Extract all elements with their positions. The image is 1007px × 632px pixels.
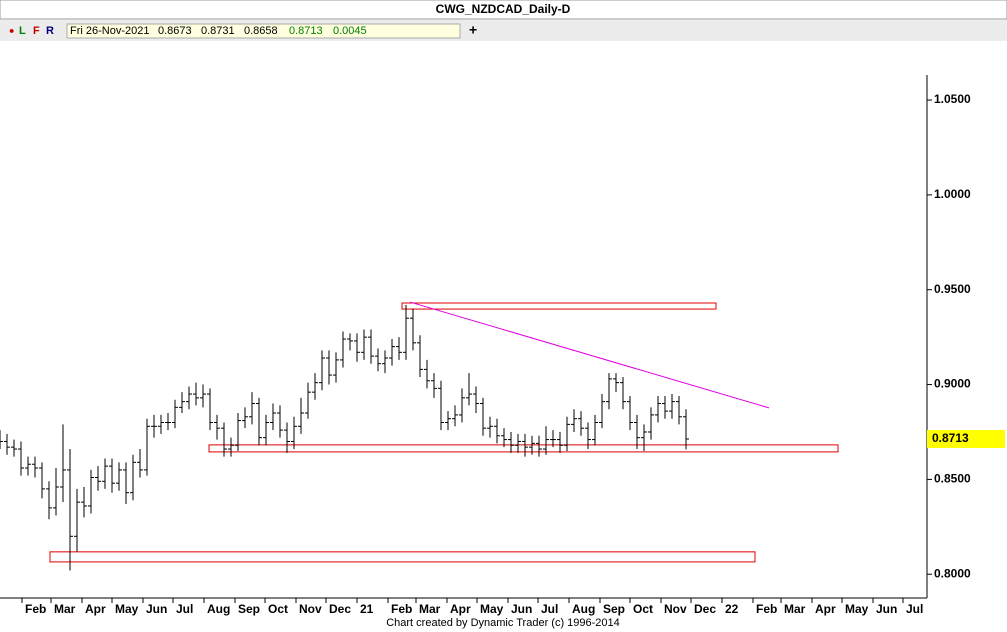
add-button[interactable]: + bbox=[469, 22, 477, 38]
info-close: 0.8713 bbox=[289, 25, 323, 37]
x-tick-label: Mar bbox=[54, 602, 76, 616]
x-tick-label: Oct bbox=[633, 602, 653, 616]
x-tick-label: Nov bbox=[664, 602, 687, 616]
x-tick-label: Feb bbox=[756, 602, 777, 616]
footer: Chart created by Dynamic Trader (c) 1996… bbox=[386, 617, 620, 629]
x-tick-label: Apr bbox=[450, 602, 471, 616]
x-tick-label: Dec bbox=[329, 602, 351, 616]
x-tick-label: Aug bbox=[207, 602, 230, 616]
x-tick-label: Sep bbox=[603, 602, 625, 616]
last-price-box bbox=[927, 429, 1005, 448]
y-tick-label: 1.0000 bbox=[934, 187, 971, 201]
x-tick-label: Feb bbox=[25, 602, 46, 616]
x-tick-label: Apr bbox=[85, 602, 106, 616]
x-tick-label: Mar bbox=[419, 602, 441, 616]
x-tick-label: Oct bbox=[268, 602, 288, 616]
x-tick-label: Apr bbox=[815, 602, 836, 616]
x-tick-label: Aug bbox=[572, 602, 595, 616]
zone bbox=[401, 302, 717, 310]
toolbar-button[interactable]: F bbox=[33, 25, 40, 37]
x-tick-label: Jul bbox=[541, 602, 558, 616]
y-tick-label: 1.0500 bbox=[934, 92, 971, 106]
x-tick-label: Jul bbox=[176, 602, 193, 616]
x-tick-label: May bbox=[480, 602, 504, 616]
x-tick-label: Dec bbox=[694, 602, 716, 616]
toolbar-button[interactable]: R bbox=[46, 25, 54, 37]
chart-title: CWG_NZDCAD_Daily-D bbox=[436, 2, 571, 16]
x-tick-label: Jun bbox=[876, 602, 897, 616]
toolbar-button[interactable]: L bbox=[19, 25, 26, 37]
x-tick-label: Mar bbox=[784, 602, 806, 616]
title-bar bbox=[0, 0, 1007, 20]
info-open: 0.8673 bbox=[158, 25, 192, 37]
zone bbox=[49, 551, 756, 563]
last-price-label: 0.8713 bbox=[932, 431, 969, 445]
y-tick-label: 0.8000 bbox=[934, 566, 971, 580]
y-tick-label: 0.9500 bbox=[934, 282, 971, 296]
trendline bbox=[409, 301, 770, 409]
info-low: 0.8658 bbox=[244, 25, 278, 37]
x-tick-label: Feb bbox=[391, 602, 412, 616]
x-tick-label: Nov bbox=[299, 602, 322, 616]
x-tick-label: Jun bbox=[146, 602, 167, 616]
info-high: 0.8731 bbox=[201, 25, 235, 37]
x-tick-label: May bbox=[845, 602, 869, 616]
y-tick-label: 0.8500 bbox=[934, 472, 971, 486]
x-tick-label: Jun bbox=[511, 602, 532, 616]
info-field bbox=[66, 23, 461, 39]
x-tick-label: Sep bbox=[238, 602, 260, 616]
toolbar-button[interactable]: ● bbox=[9, 25, 14, 35]
info-date: Fri 26-Nov-2021 bbox=[70, 25, 149, 37]
x-tick-label: May bbox=[115, 602, 139, 616]
zone bbox=[208, 444, 839, 453]
x-tick-label: 22 bbox=[725, 602, 739, 616]
info-change: 0.0045 bbox=[333, 25, 367, 37]
x-tick-label: 21 bbox=[360, 602, 374, 616]
x-tick-label: Jul bbox=[906, 602, 923, 616]
y-tick-label: 0.9000 bbox=[934, 377, 971, 391]
